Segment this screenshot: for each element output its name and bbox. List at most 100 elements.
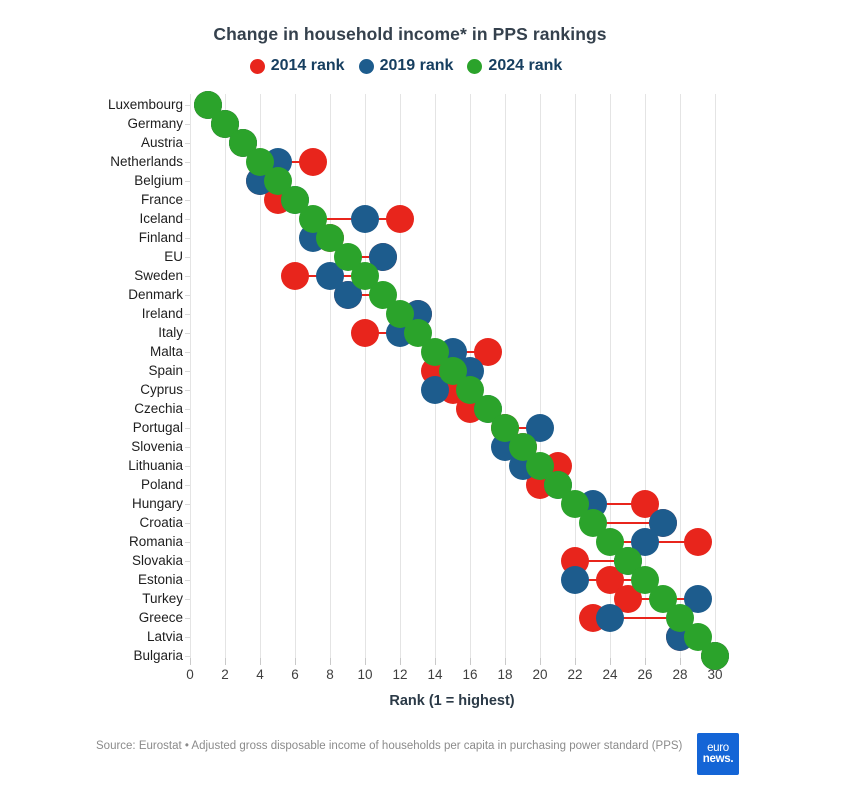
country-label-greece: Greece bbox=[138, 610, 183, 625]
legend-item-2014: 2014 rank bbox=[249, 57, 345, 75]
country-label-turkey: Turkey bbox=[142, 591, 183, 606]
x-tick-label-22: 22 bbox=[567, 667, 583, 682]
dot-2019-iceland bbox=[351, 205, 379, 233]
country-label-spain: Spain bbox=[148, 363, 183, 378]
gridline-24 bbox=[610, 94, 611, 662]
x-axis-tick-6 bbox=[295, 658, 296, 665]
row-tick-romania bbox=[185, 542, 190, 543]
gridline-22 bbox=[575, 94, 576, 662]
dot-2014-iceland bbox=[386, 205, 414, 233]
euronews-logo-text-bottom: news. bbox=[702, 753, 734, 765]
x-tick-label-2: 2 bbox=[221, 667, 229, 682]
x-tick-label-16: 16 bbox=[462, 667, 478, 682]
x-axis-tick-24 bbox=[610, 658, 611, 665]
country-label-poland: Poland bbox=[140, 477, 183, 492]
row-tick-hungary bbox=[185, 504, 190, 505]
country-label-slovakia: Slovakia bbox=[131, 553, 183, 568]
country-label-sweden: Sweden bbox=[134, 268, 183, 283]
chart-title: Change in household income* in PPS ranki… bbox=[213, 24, 607, 44]
x-axis-tick-2 bbox=[225, 658, 226, 665]
country-label-luxembourg: Luxembourg bbox=[107, 97, 183, 112]
x-tick-label-24: 24 bbox=[602, 667, 618, 682]
gridline-18 bbox=[505, 94, 506, 662]
country-label-bulgaria: Bulgaria bbox=[133, 648, 183, 663]
gridline-26 bbox=[645, 94, 646, 662]
row-tick-eu bbox=[185, 257, 190, 258]
x-axis-tick-20 bbox=[540, 658, 541, 665]
country-label-czechia: Czechia bbox=[134, 401, 183, 416]
row-tick-turkey bbox=[185, 599, 190, 600]
country-label-iceland: Iceland bbox=[139, 211, 183, 226]
x-tick-label-26: 26 bbox=[637, 667, 653, 682]
x-axis-tick-28 bbox=[680, 658, 681, 665]
row-tick-latvia bbox=[185, 637, 190, 638]
x-axis-tick-0 bbox=[190, 658, 191, 665]
country-label-netherlands: Netherlands bbox=[110, 154, 183, 169]
gridline-20 bbox=[540, 94, 541, 662]
row-tick-italy bbox=[185, 333, 190, 334]
country-label-finland: Finland bbox=[138, 230, 183, 245]
x-tick-label-10: 10 bbox=[357, 667, 373, 682]
row-tick-spain bbox=[185, 371, 190, 372]
row-tick-portugal bbox=[185, 428, 190, 429]
country-label-france: France bbox=[140, 192, 183, 207]
x-axis-title: Rank (1 = highest) bbox=[389, 693, 515, 709]
x-tick-label-30: 30 bbox=[707, 667, 723, 682]
gridline-8 bbox=[330, 94, 331, 662]
country-label-eu: EU bbox=[164, 249, 183, 264]
range-line-denmark bbox=[347, 293, 383, 297]
dot-2019-greece bbox=[596, 604, 624, 632]
x-tick-label-14: 14 bbox=[427, 667, 443, 682]
x-axis-tick-18 bbox=[505, 658, 506, 665]
range-line-slovakia bbox=[575, 559, 628, 563]
row-tick-iceland bbox=[185, 219, 190, 220]
range-line-portugal bbox=[505, 426, 540, 430]
legend-dot-2019-icon bbox=[358, 58, 374, 74]
x-tick-label-4: 4 bbox=[256, 667, 264, 682]
row-tick-slovakia bbox=[185, 561, 190, 562]
x-tick-label-18: 18 bbox=[497, 667, 513, 682]
row-tick-greece bbox=[185, 618, 190, 619]
range-line-croatia bbox=[592, 521, 663, 525]
gridline-6 bbox=[295, 94, 296, 662]
row-tick-belgium bbox=[185, 181, 190, 182]
row-tick-denmark bbox=[185, 295, 190, 296]
x-axis-tick-4 bbox=[260, 658, 261, 665]
country-label-lithuania: Lithuania bbox=[128, 458, 183, 473]
legend-label-2019: 2019 rank bbox=[379, 57, 454, 74]
x-axis-tick-22 bbox=[575, 658, 576, 665]
country-label-croatia: Croatia bbox=[139, 515, 183, 530]
country-label-hungary: Hungary bbox=[131, 496, 183, 511]
x-tick-label-20: 20 bbox=[532, 667, 548, 682]
country-label-romania: Romania bbox=[128, 534, 183, 549]
row-tick-luxembourg bbox=[185, 105, 190, 106]
row-tick-croatia bbox=[185, 523, 190, 524]
legend-label-2024: 2024 rank bbox=[488, 57, 563, 74]
x-axis-tick-16 bbox=[470, 658, 471, 665]
range-line-hungary bbox=[575, 502, 645, 506]
country-label-slovenia: Slovenia bbox=[131, 439, 183, 454]
source-note: Source: Eurostat • Adjusted gross dispos… bbox=[96, 740, 683, 752]
row-tick-malta bbox=[185, 352, 190, 353]
row-tick-finland bbox=[185, 238, 190, 239]
row-tick-germany bbox=[185, 124, 190, 125]
euronews-logo-text-top: euro bbox=[707, 742, 729, 754]
dot-2014-sweden bbox=[281, 262, 309, 290]
country-label-ireland: Ireland bbox=[141, 306, 183, 321]
legend: 2014 rank 2019 rank 2024 rank bbox=[0, 57, 812, 75]
gridline-4 bbox=[260, 94, 261, 662]
x-axis-tick-10 bbox=[365, 658, 366, 665]
x-tick-label-28: 28 bbox=[672, 667, 688, 682]
x-tick-label-0: 0 bbox=[186, 667, 194, 682]
gridline-12 bbox=[400, 94, 401, 662]
row-tick-cyprus bbox=[185, 390, 190, 391]
row-tick-sweden bbox=[185, 276, 190, 277]
x-tick-label-6: 6 bbox=[291, 667, 299, 682]
country-label-denmark: Denmark bbox=[128, 287, 183, 302]
country-label-italy: Italy bbox=[158, 325, 183, 340]
dot-2024-bulgaria bbox=[701, 642, 729, 670]
legend-label-2014: 2014 rank bbox=[270, 57, 345, 74]
row-tick-netherlands bbox=[185, 162, 190, 163]
